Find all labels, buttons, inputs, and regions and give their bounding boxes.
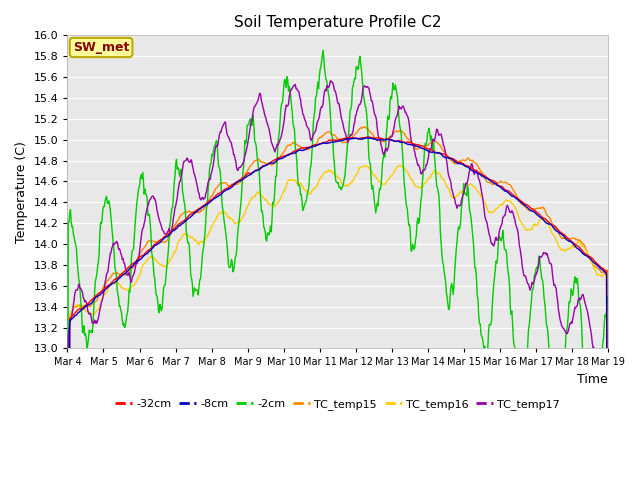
-2cm	[420, 158, 428, 164]
Line: TC_temp17: TC_temp17	[67, 81, 608, 480]
TC_temp17	[404, 115, 412, 120]
-32cm	[212, 192, 220, 198]
Legend: -32cm, -8cm, -2cm, TC_temp15, TC_temp16, TC_temp17: -32cm, -8cm, -2cm, TC_temp15, TC_temp16,…	[111, 395, 564, 414]
-32cm	[184, 214, 191, 220]
TC_temp16	[129, 283, 137, 288]
TC_temp15	[129, 265, 137, 271]
TC_temp17	[184, 156, 191, 162]
TC_temp16	[74, 302, 81, 308]
TC_temp17	[420, 168, 428, 173]
-2cm	[184, 240, 191, 246]
TC_temp15	[362, 124, 369, 130]
-32cm	[420, 144, 428, 149]
Line: TC_temp16: TC_temp16	[67, 165, 608, 480]
-2cm	[404, 216, 412, 221]
-2cm	[74, 259, 81, 265]
-8cm	[420, 146, 428, 152]
-8cm	[364, 135, 371, 141]
TC_temp16	[420, 181, 428, 187]
TC_temp15	[420, 144, 428, 149]
-32cm	[74, 308, 81, 313]
TC_temp15	[74, 303, 81, 309]
-8cm	[184, 216, 191, 222]
Text: SW_met: SW_met	[73, 41, 129, 54]
-2cm	[212, 138, 220, 144]
Line: -32cm: -32cm	[67, 137, 608, 480]
-2cm	[319, 48, 327, 53]
-32cm	[404, 139, 412, 145]
TC_temp17	[327, 78, 335, 84]
-8cm	[404, 142, 412, 147]
TC_temp16	[396, 162, 404, 168]
TC_temp17	[74, 288, 81, 293]
-32cm	[129, 261, 137, 266]
-8cm	[129, 263, 137, 269]
TC_temp16	[404, 170, 412, 176]
TC_temp15	[184, 209, 191, 215]
-8cm	[212, 194, 220, 200]
TC_temp16	[212, 216, 220, 222]
-2cm	[604, 294, 612, 300]
TC_temp17	[212, 143, 220, 148]
Y-axis label: Temperature (C): Temperature (C)	[15, 141, 28, 243]
-8cm	[74, 311, 81, 317]
-2cm	[129, 247, 137, 252]
TC_temp15	[404, 136, 412, 142]
Line: TC_temp15: TC_temp15	[67, 127, 608, 480]
TC_temp17	[129, 273, 137, 279]
-32cm	[365, 134, 373, 140]
TC_temp15	[212, 185, 220, 191]
TC_temp16	[184, 232, 191, 238]
Line: -2cm: -2cm	[67, 50, 608, 480]
Title: Soil Temperature Profile C2: Soil Temperature Profile C2	[234, 15, 442, 30]
Line: -8cm: -8cm	[67, 138, 608, 480]
X-axis label: Time: Time	[577, 373, 608, 386]
